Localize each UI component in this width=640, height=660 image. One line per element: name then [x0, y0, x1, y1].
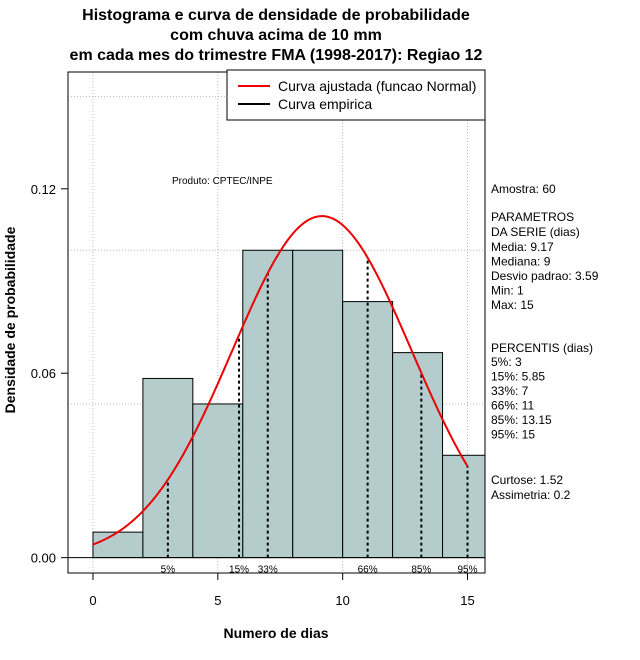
x-tick-label: 0: [89, 593, 96, 608]
percentil-value: 33%: 7: [491, 384, 529, 398]
histogram-bar: [392, 352, 444, 559]
y-tick-label: 0.06: [31, 366, 56, 381]
fitted-normal-curve: [92, 215, 469, 546]
percentile-label: 33%: [258, 565, 278, 576]
chart-title-line: em cada mes do trimestre FMA (1998-2017)…: [70, 47, 483, 64]
param-value: Media: 9.17: [491, 240, 554, 254]
histogram-bar: [92, 531, 144, 559]
x-tick-label: 15: [460, 593, 474, 608]
param-value: Mediana: 9: [491, 255, 551, 269]
percentile-label: 66%: [358, 565, 378, 576]
legend-label-empirical: Curva empirica: [278, 96, 372, 112]
percentile-label: 85%: [411, 565, 431, 576]
histogram-bar: [192, 403, 244, 559]
chart-title-line: Histograma e curva de densidade de proba…: [82, 7, 470, 24]
legend-box: [226, 69, 486, 121]
percentile-label: 5%: [161, 565, 176, 576]
param-value: Min: 1: [491, 284, 524, 298]
kurtosis-value: Curtose: 1.52: [491, 473, 563, 487]
percentis-title: PERCENTIS (dias): [491, 341, 593, 355]
legend-label-fitted: Curva ajustada (funcao Normal): [278, 78, 476, 94]
sample-size: Amostra: 60: [491, 182, 556, 196]
chart-title-line: com chuva acima de 10 mm: [170, 27, 382, 44]
percentil-value: 95%: 15: [491, 428, 535, 442]
skewness-value: Assimetria: 0.2: [491, 488, 571, 502]
params-title: PARAMETROS: [491, 210, 574, 224]
histogram-bar: [292, 249, 344, 559]
param-value: Max: 15: [491, 298, 534, 312]
x-axis-label: Numero de dias: [223, 625, 328, 641]
percentile-label: 95%: [458, 565, 478, 576]
x-tick-label: 5: [214, 593, 221, 608]
y-axis-label: Densidade de probabilidade: [2, 226, 18, 413]
percentile-label: 15%: [229, 565, 249, 576]
percentil-value: 85%: 13.15: [491, 413, 552, 427]
histogram-bar: [442, 454, 486, 559]
percentil-value: 5%: 3: [491, 355, 522, 369]
product-note: Produto: CPTEC/INPE: [172, 176, 273, 187]
y-tick-label: 0.12: [31, 182, 56, 197]
y-tick-label: 0.00: [31, 551, 56, 566]
param-value: Desvio padrao: 3.59: [491, 269, 599, 283]
x-tick-label: 10: [335, 593, 349, 608]
percentil-value: 15%: 5.85: [491, 370, 545, 384]
histogram-bar: [242, 249, 294, 559]
percentil-value: 66%: 11: [491, 399, 534, 413]
params-subtitle: DA SERIE (dias): [491, 225, 580, 239]
histogram-bar: [142, 377, 194, 559]
